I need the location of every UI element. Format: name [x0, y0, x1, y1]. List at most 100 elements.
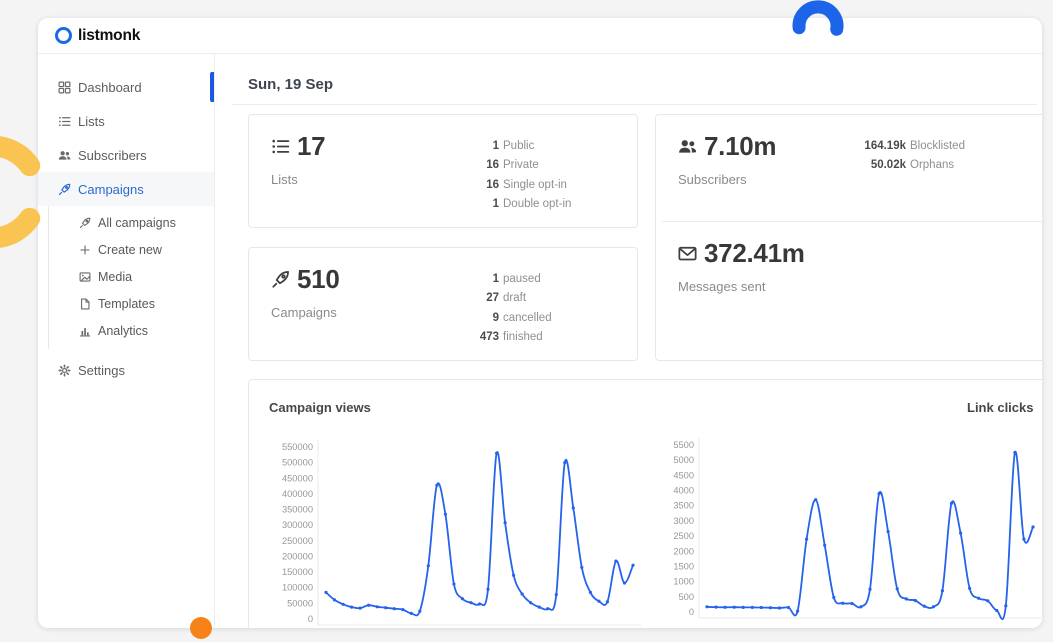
stat-number: 1	[492, 273, 499, 285]
listmonk-logo[interactable]: listmonk	[55, 27, 140, 45]
lists-value-row: 17	[271, 131, 326, 162]
stat-label: Blocklisted	[910, 140, 965, 152]
subscribers-stats: 164.19k Blocklisted 50.02k Orphans	[838, 137, 965, 176]
orange-circle-decoration	[190, 617, 212, 639]
sidebar-subitem-label: All campaigns	[98, 215, 176, 230]
stat-number: 27	[486, 292, 499, 305]
link-clicks-chart: 0 500 1000 1500 2000 2500 3000 3500 4000 4500 5000…	[669, 435, 1041, 628]
campaigns-label: Campaigns	[271, 305, 337, 320]
yellow-ring-decoration	[0, 136, 41, 248]
stat-label: finished	[503, 331, 543, 344]
sidebar-item-label: Dashboard	[78, 79, 142, 95]
messages-label: Messages sent	[678, 279, 766, 294]
svg-text:550000: 550000	[282, 442, 313, 452]
listmonk-logo-icon	[55, 27, 72, 44]
subscribers-section: 7.10m Subscribers 164.19k Blocklisted 50.0…	[656, 115, 1042, 221]
campaigns-count: 510	[297, 264, 340, 294]
svg-text:150000: 150000	[282, 567, 313, 577]
card-stat-row: 16 Single opt-in	[431, 176, 571, 195]
stat-number: 16	[486, 159, 499, 172]
lists-label: Lists	[271, 172, 298, 187]
card-stat-row: 164.19k Blocklisted	[838, 137, 965, 156]
svg-text:200000: 200000	[282, 552, 313, 562]
chart-icon	[79, 325, 91, 337]
sidebar-subitem-label: Templates	[98, 296, 155, 311]
lists-stats: 1 Public 16 Private 16 Single opt-in 1 Double o…	[431, 137, 571, 215]
sidebar-item-settings[interactable]: Settings	[38, 353, 214, 387]
app-window: listmonk Dashboard Lists Subscribers Campai…	[38, 18, 1042, 628]
main-content: Sun, 19 Sep 17 Lists 1 Public 16 Private 16 S…	[215, 54, 1042, 628]
sidebar-subitem-media[interactable]: Media	[49, 263, 214, 290]
sidebar-subitem-create-new[interactable]: Create new	[49, 236, 214, 263]
campaigns-stats: 1 paused 27 draft 9 cancelled 473 finished	[431, 270, 552, 348]
messages-value-row: 372.41m	[678, 238, 805, 269]
svg-text:400000: 400000	[282, 489, 313, 499]
subscribers-messages-card: 7.10m Subscribers 164.19k Blocklisted 50.0…	[655, 114, 1042, 361]
svg-text:5500: 5500	[673, 440, 694, 450]
sidebar-subitem-label: Create new	[98, 242, 162, 257]
svg-text:3000: 3000	[673, 516, 694, 526]
stat-number: 164.19k	[864, 140, 906, 152]
app-header: listmonk	[38, 18, 1042, 54]
stat-number: 473	[479, 331, 499, 344]
card-stat-row: 16 Private	[431, 156, 571, 175]
stat-number: 9	[492, 311, 499, 324]
lists-card: 17 Lists 1 Public 16 Private 16 Single opt-in…	[248, 114, 638, 228]
campaign-views-title: Campaign views	[269, 400, 371, 415]
messages-section: 372.41m Messages sent	[656, 222, 1042, 361]
campaigns-card: 510 Campaigns 1 paused 27 draft 9 cancelled 47…	[248, 247, 638, 361]
stat-label: paused	[503, 273, 541, 285]
sidebar-subitem-templates[interactable]: Templates	[49, 290, 214, 317]
subscribers-value-row: 7.10m	[678, 131, 777, 162]
card-divider	[662, 221, 1042, 222]
dashboard-icon	[58, 81, 71, 94]
svg-text:250000: 250000	[282, 536, 313, 546]
stat-number: 16	[486, 178, 499, 191]
active-page-indicator	[210, 72, 214, 102]
sidebar-nav: Dashboard Lists Subscribers Campaigns All ca…	[38, 54, 215, 628]
file-icon	[79, 298, 91, 310]
stat-label: Private	[503, 159, 539, 172]
stat-label: Public	[503, 140, 535, 152]
logo-text: listmonk	[78, 26, 141, 44]
svg-text:2500: 2500	[673, 531, 694, 541]
stat-label: Orphans	[910, 159, 955, 172]
campaigns-value-row: 510	[271, 264, 340, 295]
list-icon	[58, 115, 71, 128]
sidebar-item-lists[interactable]: Lists	[38, 104, 214, 138]
svg-text:500000: 500000	[282, 458, 313, 468]
card-stat-row: 473 finished	[431, 328, 552, 347]
sidebar-item-subscribers[interactable]: Subscribers	[38, 138, 214, 172]
sidebar-item-campaigns[interactable]: Campaigns	[38, 172, 214, 206]
messages-count: 372.41m	[704, 238, 805, 268]
sidebar-subitem-all-campaigns[interactable]: All campaigns	[49, 209, 214, 236]
subscribers-label: Subscribers	[678, 172, 747, 187]
stat-number: 50.02k	[870, 159, 906, 172]
sidebar-item-label: Lists	[78, 113, 105, 129]
image-icon	[79, 271, 91, 283]
sidebar-subitem-label: Media	[98, 269, 133, 284]
svg-text:350000: 350000	[282, 505, 313, 515]
svg-text:50000: 50000	[287, 598, 313, 608]
rocket-icon	[58, 183, 71, 196]
date-heading: Sun, 19 Sep	[248, 76, 334, 93]
list-icon	[271, 137, 290, 156]
sidebar-item-label: Subscribers	[78, 147, 147, 163]
rocket-icon	[79, 217, 91, 229]
header-divider	[232, 104, 1037, 105]
blue-arc-decoration	[792, 0, 844, 36]
svg-text:3500: 3500	[673, 501, 694, 511]
stat-label: draft	[503, 292, 527, 305]
sidebar-item-label: Settings	[78, 362, 125, 378]
sidebar-item-dashboard[interactable]: Dashboard	[38, 70, 214, 104]
card-stat-row: 27 draft	[431, 289, 552, 308]
sidebar-subitem-analytics[interactable]: Analytics	[49, 317, 214, 344]
stat-label: cancelled	[503, 311, 552, 324]
svg-text:100000: 100000	[282, 583, 313, 593]
stat-label: Single opt-in	[503, 178, 567, 191]
card-stat-row: 1 paused	[431, 270, 552, 289]
people-icon	[58, 149, 71, 162]
lists-count: 17	[297, 131, 326, 161]
plus-icon	[79, 244, 91, 256]
svg-text:2000: 2000	[673, 546, 694, 556]
